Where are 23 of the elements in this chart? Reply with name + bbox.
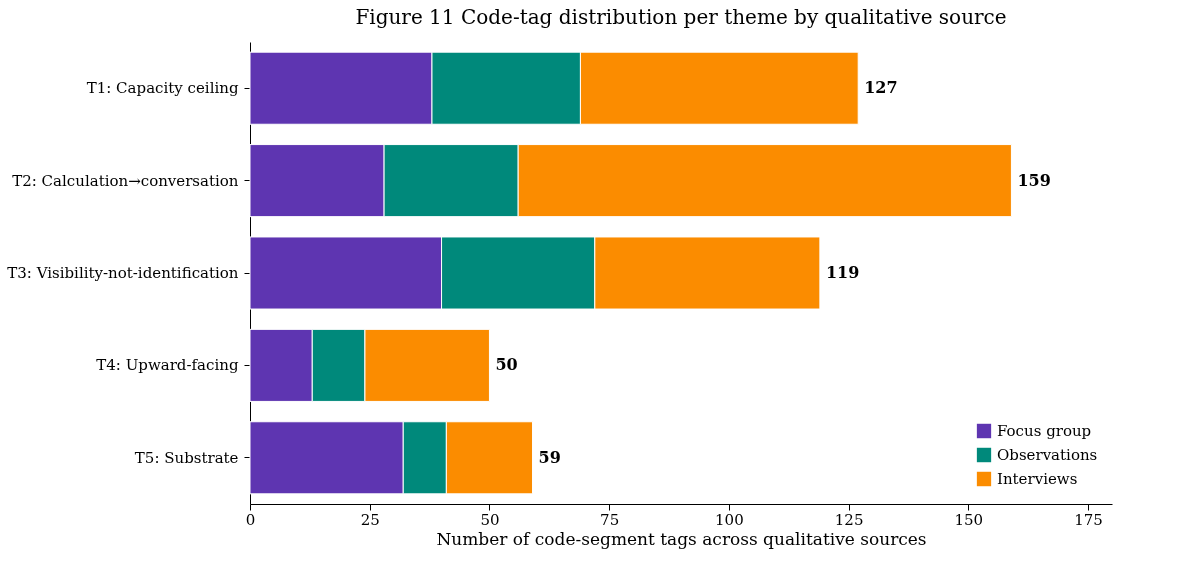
- total-label: 127: [864, 78, 898, 98]
- x-tick-label: 150: [954, 510, 984, 529]
- y-tick-label: T5: Substrate: [134, 448, 239, 467]
- x-axis-title: Number of code-segment tags across qualitative sources: [436, 528, 927, 549]
- x-tick-label: 50: [480, 510, 500, 529]
- total-label: 159: [1017, 170, 1051, 190]
- total-label: 50: [495, 355, 518, 375]
- y-tick-label: T1: Capacity ceiling: [86, 79, 239, 98]
- x-tick-label: 25: [360, 510, 380, 529]
- legend-label: Interviews: [997, 470, 1078, 488]
- y-tick-label: T4: Upward-facing: [96, 356, 239, 375]
- total-label: 119: [825, 263, 860, 282]
- x-tick-label: 0: [245, 510, 256, 529]
- legend-label: Observations: [997, 446, 1098, 464]
- total-label: 59: [538, 447, 561, 467]
- x-tick-label: 100: [715, 510, 744, 529]
- y-tick-label: T2: Calculation→conversation: [12, 171, 239, 190]
- chart-title: Figure 11 Code-tag distribution per theme by qualitative source: [355, 5, 1007, 29]
- legend-label: Focus group: [997, 422, 1092, 440]
- x-tick-label: 75: [600, 510, 620, 529]
- y-tick-label: T3: Visibility-not-identification: [7, 264, 239, 282]
- x-tick-label: 125: [834, 510, 864, 529]
- x-tick-label: 175: [1074, 510, 1103, 529]
